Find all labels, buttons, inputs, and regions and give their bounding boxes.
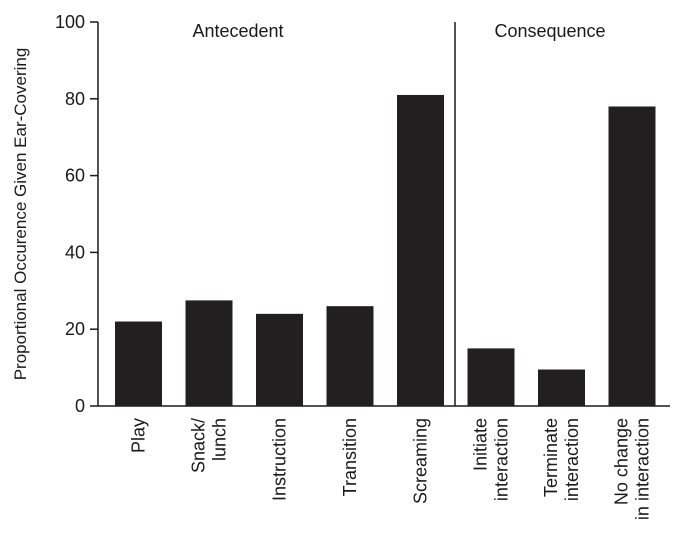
bar: [608, 106, 656, 406]
x-tick-label-line: in interaction: [633, 418, 653, 520]
x-tick-label-line: Screaming: [411, 418, 431, 504]
bar: [538, 369, 585, 406]
x-tick-label: Transition: [340, 418, 360, 496]
bars: [115, 94, 656, 407]
bar: [326, 306, 374, 406]
x-tick-label: Snack/lunch: [189, 418, 230, 473]
x-tick-label: Terminateinteraction: [541, 418, 582, 501]
bar: [467, 348, 515, 406]
y-tick-label: 0: [75, 396, 85, 416]
x-tick-label-line: Terminate: [541, 418, 561, 497]
group-label: Antecedent: [192, 21, 283, 41]
x-tick-label-line: Transition: [340, 418, 360, 496]
x-tick-label: Screaming: [411, 418, 431, 504]
x-tick-label-line: No change: [612, 418, 632, 505]
bar: [256, 313, 303, 406]
x-tick-label-line: interaction: [562, 418, 582, 501]
x-axis-labels: Play Snack/lunch Instruction Transition Scre…: [129, 418, 653, 520]
y-tick-label: 40: [65, 242, 85, 262]
y-tick-label: 80: [65, 89, 85, 109]
y-axis-title: Proportional Occurence Given Ear-Coverin…: [11, 48, 30, 381]
y-tick-label: 100: [55, 12, 85, 32]
x-tick-label-line: Instruction: [270, 418, 290, 501]
x-tick-label-line: Snack/: [189, 418, 209, 473]
bar: [397, 94, 444, 407]
y-tick-label: 60: [65, 166, 85, 186]
x-tick-label: Play: [129, 418, 149, 453]
y-tick-label: 20: [65, 319, 85, 339]
x-tick-label-line: interaction: [492, 418, 512, 501]
x-tick-label-line: Play: [129, 418, 149, 453]
x-tick-label: Initiateinteraction: [471, 418, 512, 501]
x-tick-label-line: lunch: [210, 418, 230, 461]
bar: [185, 300, 233, 406]
x-tick-label: Instruction: [270, 418, 290, 501]
group-label: Consequence: [494, 21, 605, 41]
x-tick-label: No changein interaction: [612, 418, 653, 520]
bar: [115, 321, 162, 406]
group-labels: Antecedent Consequence: [192, 21, 606, 406]
x-tick-label-line: Initiate: [471, 418, 491, 471]
